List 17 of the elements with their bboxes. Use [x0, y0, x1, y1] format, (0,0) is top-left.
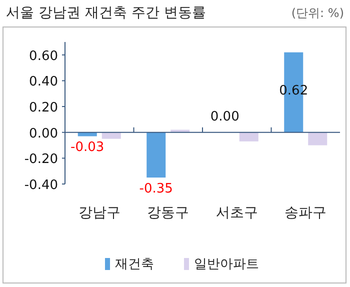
text: (단위: %) [291, 6, 344, 20]
data-label: 0.00 [210, 109, 240, 124]
chart-title: 서울 강남권 재건축 주간 변동률 [6, 5, 206, 21]
x-tick-label: 송파구 [284, 205, 327, 221]
y-tick-label: 0.60 [29, 48, 58, 64]
x-tick-label: 서초구 [216, 205, 258, 221]
y-tick-label: 0.00 [29, 126, 58, 142]
x-tick-label: 강남구 [78, 205, 120, 221]
data-label: -0.03 [70, 140, 104, 156]
y-tick-label: -0.40 [24, 178, 58, 193]
data-label: -0.35 [139, 182, 173, 197]
legend-label: 재건축 [115, 257, 154, 272]
x-tick-label: 강동구 [147, 205, 190, 221]
y-tick-label: 0.20 [29, 100, 58, 116]
y-tick-label: 0.40 [29, 74, 58, 90]
y-tick-label: -0.20 [24, 152, 58, 168]
legend-label: 일반아파트 [194, 257, 259, 272]
